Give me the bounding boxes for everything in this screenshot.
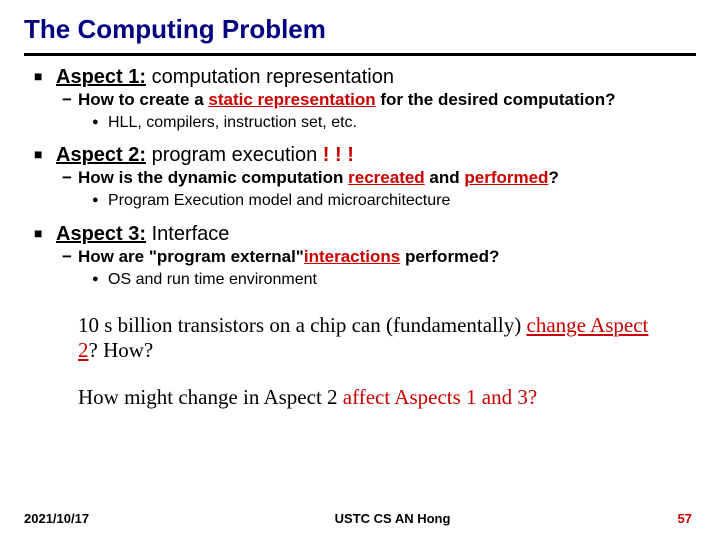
footer-page-number: 57 [678,511,692,526]
question-1: 10 s billion transistors on a chip can (… [34,303,700,363]
aspect-1-detail: HLL, compilers, instruction set, etc. [34,112,700,134]
aspect-2-detail: Program Execution model and microarchite… [34,190,700,212]
slide-body: Aspect 1: computation representation − H… [0,66,720,411]
question-2: How might change in Aspect 2 affect Aspe… [34,375,700,410]
aspect-1-sub-mid: for the desired computation? [376,90,616,109]
q1-part-a: 10 s billion transistors on a chip can (… [78,313,527,337]
slide-title: The Computing Problem [0,0,720,51]
slide-footer: 2021/10/17 57 USTC CS AN Hong [0,511,720,526]
dash-icon: − [62,167,72,190]
aspect-1-heading: Aspect 1: computation representation [34,66,700,89]
aspect-1-kw1: static representation [208,90,375,109]
aspect-3-sub-pre: How are "program external" [78,247,304,266]
aspect-2-rest: program execution [146,144,317,166]
dash-icon: − [62,246,72,269]
aspect-2-kw1: recreated [348,168,425,187]
q1-part-c: ? How? [89,338,154,362]
title-rule [24,53,696,56]
footer-date: 2021/10/17 [24,511,89,526]
aspect-2-sub: − How is the dynamic computation recreat… [34,167,700,190]
aspect-2-sub-post: ? [548,168,558,187]
aspect-1-sub: − How to create a static representation … [34,89,700,112]
q2-part-a: How might change in Aspect 2 [78,385,343,409]
aspect-3-label: Aspect 3: [56,223,146,245]
aspect-3-heading: Aspect 3: Interface [34,223,700,246]
aspect-3-rest: Interface [146,223,229,245]
aspect-2-sub-pre: How is the dynamic computation [78,168,348,187]
dash-icon: − [62,89,72,112]
aspect-2-label: Aspect 2: [56,144,146,166]
aspect-1-rest: computation representation [146,66,394,88]
aspect-3-kw1: interactions [304,247,400,266]
q2-part-b: affect Aspects 1 and 3? [343,385,537,409]
footer-center: USTC CS AN Hong [24,511,696,526]
aspect-1-sub-pre: How to create a [78,90,208,109]
aspect-1-label: Aspect 1: [56,66,146,88]
aspect-2-kw2: performed [464,168,548,187]
aspect-2-exclaim: ! ! ! [317,144,354,166]
aspect-3-sub-mid: performed? [400,247,499,266]
aspect-3-detail: OS and run time environment [34,269,700,291]
aspect-2-sub-mid: and [425,168,465,187]
aspect-2-heading: Aspect 2: program execution ! ! ! [34,144,700,167]
aspect-3-sub: − How are "program external"interactions… [34,246,700,269]
